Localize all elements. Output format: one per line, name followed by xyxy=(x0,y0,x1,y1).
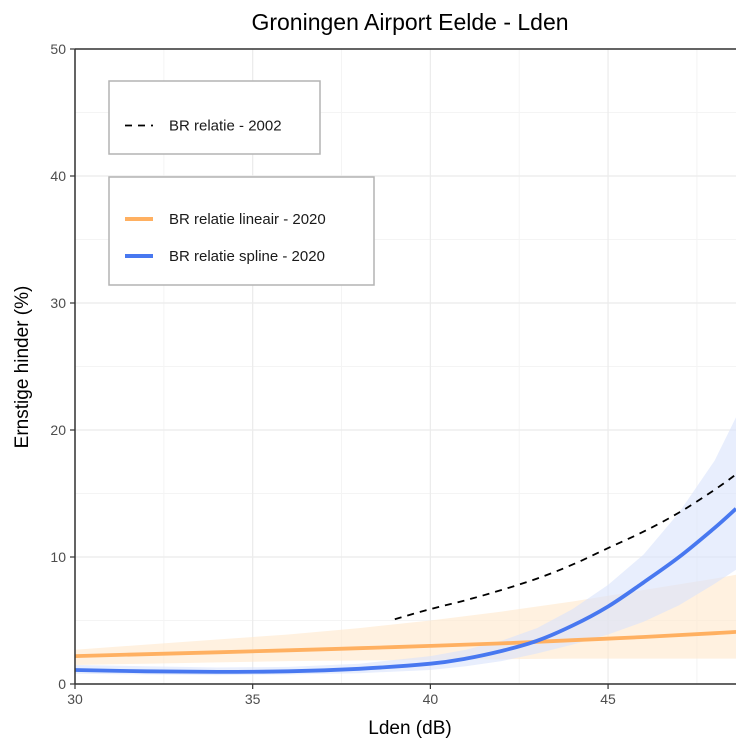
y-tick-label: 20 xyxy=(50,422,66,438)
axes xyxy=(70,48,736,689)
x-tick-label: 30 xyxy=(67,691,83,707)
x-tick-label: 45 xyxy=(600,691,616,707)
legends: BR relatie - 2002 BR relatie lineair - 20… xyxy=(108,80,375,286)
x-axis-title: Lden (dB) xyxy=(368,718,451,739)
y-tick-label: 40 xyxy=(50,168,66,184)
legend-label: BR relatie lineair - 2020 xyxy=(169,211,326,228)
chart-title: Groningen Airport Eelde - Lden xyxy=(251,9,568,35)
legend-label: BR relatie - 2002 xyxy=(169,118,282,135)
confidence-band-2 xyxy=(75,417,736,676)
legend-box xyxy=(108,176,375,286)
tick-labels: 30 35 40 45 0 10 20 30 40 50 xyxy=(50,41,616,707)
series-line-2 xyxy=(74,507,736,674)
y-tick-label: 50 xyxy=(50,41,66,57)
y-tick-label: 0 xyxy=(58,676,66,692)
legend-box xyxy=(108,80,321,155)
series-lines xyxy=(74,473,736,674)
legend-label: BR relatie spline - 2020 xyxy=(169,248,325,265)
x-tick-label: 35 xyxy=(245,691,261,707)
series-line-1 xyxy=(74,630,736,658)
series-line-0 xyxy=(394,473,736,621)
y-tick-label: 30 xyxy=(50,295,66,311)
y-axis-title: Ernstige hinder (%) xyxy=(12,286,33,449)
x-tick-label: 40 xyxy=(423,691,439,707)
y-tick-label: 10 xyxy=(50,549,66,565)
bands xyxy=(75,417,736,676)
